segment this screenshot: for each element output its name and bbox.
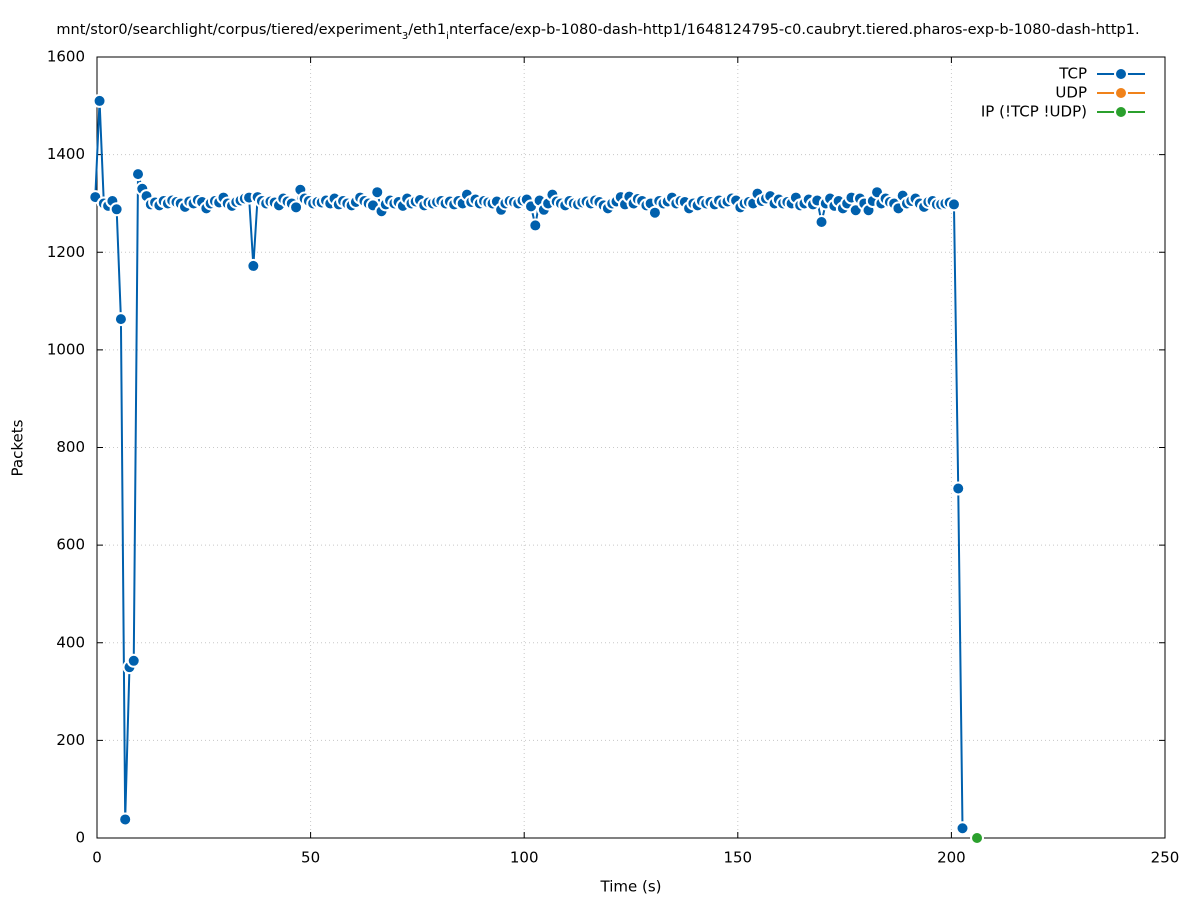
title-part: mnt/stor0/searchlight/corpus/tiered/expe… — [56, 22, 402, 38]
y-tick-label: 800 — [56, 438, 85, 456]
legend-marker — [1114, 67, 1128, 81]
x-tick-label: 100 — [510, 849, 539, 867]
y-tick-label: 1400 — [47, 145, 85, 163]
data-point — [955, 821, 970, 836]
data-point — [946, 197, 961, 212]
legend-label: UDP — [1055, 84, 1087, 102]
y-tick-label: 200 — [56, 731, 85, 749]
y-tick-label: 400 — [56, 633, 85, 651]
data-point — [970, 831, 985, 845]
data-point — [814, 214, 829, 229]
title-subscript: i — [446, 31, 449, 42]
data-point — [647, 205, 662, 220]
y-tick-label: 1600 — [47, 48, 85, 66]
x-tick-label: 250 — [1151, 849, 1180, 867]
x-tick-label: 0 — [92, 849, 102, 867]
data-point — [131, 167, 146, 182]
legend-marker — [1114, 86, 1128, 100]
title-part: nterface/exp-b-1080-dash-http1/164812479… — [449, 22, 1140, 38]
x-tick-label: 200 — [937, 849, 966, 867]
x-axis-label: Time (s) — [600, 878, 662, 896]
data-point — [289, 200, 304, 215]
data-point — [113, 312, 128, 327]
x-tick-label: 150 — [723, 849, 752, 867]
x-tick-label: 50 — [301, 849, 320, 867]
data-point — [951, 481, 966, 496]
legend-marker — [1114, 105, 1128, 119]
legend-label: TCP — [1058, 65, 1087, 83]
title-subscript: 3 — [402, 31, 408, 42]
y-axis-label: Packets — [9, 419, 27, 476]
legend-label: IP (!TCP !UDP) — [981, 103, 1087, 121]
grid — [96, 56, 1166, 839]
data-point — [126, 653, 141, 668]
data-point — [118, 812, 133, 827]
data-point — [246, 258, 261, 273]
data-point — [370, 185, 385, 200]
data-point — [109, 202, 124, 217]
y-tick-label: 1000 — [47, 340, 85, 358]
data-point — [92, 93, 107, 108]
data-point — [528, 218, 543, 233]
y-tick-label: 600 — [56, 536, 85, 554]
y-tick-label: 0 — [75, 829, 85, 847]
title-part: /eth1 — [408, 22, 446, 38]
chart-title: mnt/stor0/searchlight/corpus/tiered/expe… — [56, 22, 1139, 42]
y-tick-label: 1200 — [47, 243, 85, 261]
